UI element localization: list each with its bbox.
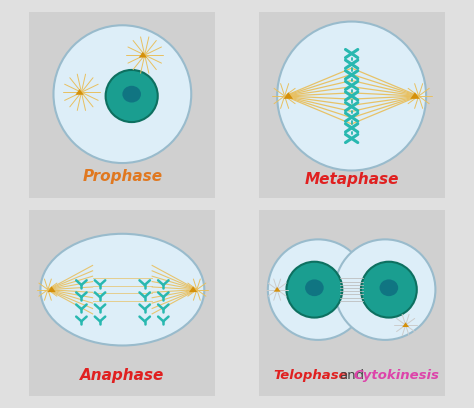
Circle shape: [277, 22, 426, 171]
Ellipse shape: [305, 279, 324, 296]
Polygon shape: [283, 92, 293, 99]
Circle shape: [268, 239, 368, 340]
Circle shape: [361, 262, 417, 317]
Polygon shape: [75, 89, 83, 95]
Ellipse shape: [122, 86, 141, 102]
Text: Cytokinesis: Cytokinesis: [354, 369, 439, 382]
FancyBboxPatch shape: [253, 204, 450, 401]
Polygon shape: [274, 287, 281, 292]
Text: Metaphase: Metaphase: [304, 172, 399, 187]
Text: Telophase: Telophase: [273, 369, 348, 382]
Text: Prophase: Prophase: [82, 169, 163, 184]
FancyBboxPatch shape: [24, 204, 221, 401]
Ellipse shape: [380, 279, 398, 296]
Circle shape: [335, 239, 436, 340]
Polygon shape: [139, 52, 147, 58]
FancyBboxPatch shape: [253, 7, 450, 204]
FancyBboxPatch shape: [24, 7, 221, 204]
Circle shape: [54, 25, 191, 163]
Polygon shape: [402, 322, 409, 327]
Circle shape: [286, 262, 342, 317]
Polygon shape: [189, 286, 197, 292]
Polygon shape: [410, 92, 419, 99]
Circle shape: [106, 70, 158, 122]
Polygon shape: [47, 286, 56, 292]
Text: and: and: [339, 369, 364, 382]
Ellipse shape: [40, 234, 204, 346]
Text: Anaphase: Anaphase: [80, 368, 164, 383]
